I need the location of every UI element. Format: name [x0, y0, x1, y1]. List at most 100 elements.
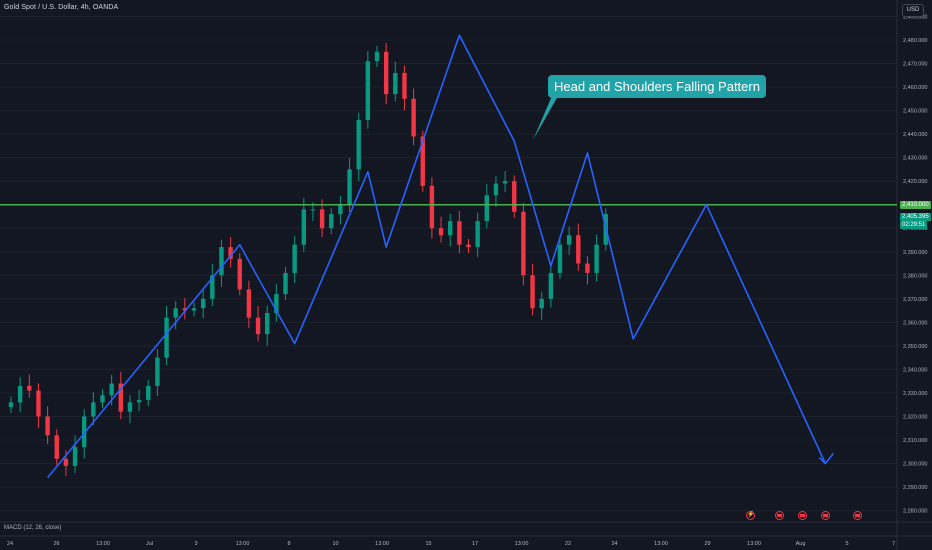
y-tick-label: 2,330.000: [903, 391, 927, 397]
y-tick-label: 2,380.000: [903, 273, 927, 279]
candle-body: [438, 228, 444, 236]
candle-body: [411, 98, 416, 137]
candle-body: [585, 263, 590, 273]
candle-body: [127, 402, 133, 412]
candle-body: [109, 383, 114, 396]
candle-body: [374, 51, 380, 62]
x-tick-label: 24: [7, 541, 13, 547]
y-tick-label: 2,420.000: [903, 179, 927, 185]
level-price-tag: 2,410.000: [900, 200, 931, 209]
x-tick-label: 8: [287, 541, 290, 547]
y-tick-label: 2,320.000: [903, 414, 927, 420]
y-tick-label: 2,470.000: [903, 62, 927, 68]
y-tick-label: 2,480.000: [903, 38, 927, 44]
candle-body: [228, 247, 233, 259]
candle-body: [383, 51, 389, 95]
candle-body: [118, 383, 123, 412]
candle-body: [448, 221, 453, 236]
x-tick-label: 29: [704, 541, 710, 547]
candle-body: [301, 209, 306, 245]
last-price-tag: 2,405.395: [900, 212, 931, 221]
candle-body: [283, 272, 288, 295]
y-tick-label: 2,400.000: [903, 226, 927, 232]
candle-body: [356, 120, 361, 170]
y-tick-label: 2,340.000: [903, 367, 927, 373]
candle-body: [521, 211, 526, 276]
x-tick-label: 13:00: [96, 541, 110, 547]
candle-body: [402, 72, 407, 99]
symbol-title: Gold Spot / U.S. Dollar, 4h, OANDA: [4, 4, 119, 11]
x-tick-label: 7: [892, 541, 895, 547]
y-tick-label: 2,290.000: [903, 485, 927, 491]
candle-body: [530, 275, 535, 309]
candle-body: [82, 416, 87, 448]
candle-body: [246, 289, 252, 318]
x-tick-label: 5: [846, 541, 849, 547]
event-flag-icon[interactable]: [798, 511, 807, 520]
candle-body: [365, 61, 371, 120]
candle-body: [210, 275, 215, 299]
candle-body: [72, 447, 78, 466]
candle-body: [484, 195, 489, 222]
y-tick-label: 2,300.000: [903, 462, 927, 468]
candle-body: [393, 72, 398, 95]
currency-button[interactable]: USD: [902, 4, 924, 17]
event-bolt-icon[interactable]: ⚡: [746, 511, 755, 520]
pattern-annotation[interactable]: Head and Shoulders Falling Pattern: [548, 75, 766, 98]
candle-body: [136, 400, 142, 403]
candle-body: [100, 395, 105, 403]
candle-body: [63, 458, 69, 466]
x-tick-label: 10: [332, 541, 338, 547]
candle-body: [310, 209, 316, 211]
arrow-head: [818, 453, 834, 465]
candle-body: [27, 385, 32, 391]
x-tick-label: 22: [565, 541, 571, 547]
y-tick-label: 2,390.000: [903, 250, 927, 256]
candle-body: [146, 385, 151, 400]
candle-body: [17, 385, 23, 403]
event-flag-icon[interactable]: [775, 511, 784, 520]
x-tick-label: 13:00: [654, 541, 668, 547]
y-tick-label: 2,310.000: [903, 438, 927, 444]
candle-body: [91, 402, 96, 417]
candle-body: [155, 357, 160, 386]
candle-body: [164, 317, 169, 358]
candle-body: [493, 183, 499, 196]
y-tick-label: 2,350.000: [903, 344, 927, 350]
macd-indicator-label[interactable]: MACD (12, 26, close): [4, 525, 62, 531]
candle-body: [429, 185, 435, 229]
candle-body: [420, 136, 425, 186]
y-tick-label: 2,370.000: [903, 297, 927, 303]
x-tick-label: Aug: [796, 541, 806, 547]
candle-body: [539, 298, 544, 309]
y-tick-label: 2,360.000: [903, 320, 927, 326]
x-tick-label: 13:00: [747, 541, 761, 547]
candle-body: [200, 298, 206, 309]
candle-body: [274, 294, 279, 313]
candle-body: [36, 390, 41, 417]
candle-body: [45, 416, 50, 436]
candle-body: [475, 221, 480, 248]
y-tick-label: 2,460.000: [903, 85, 927, 91]
x-tick-label: 13:00: [375, 541, 389, 547]
annotation-pointer: [533, 96, 558, 140]
x-tick-label: Jul: [146, 541, 153, 547]
candle-body: [237, 258, 242, 290]
x-tick-label: 26: [53, 541, 59, 547]
candle-body: [347, 169, 352, 205]
candle-body: [191, 308, 197, 311]
candle-body: [219, 247, 224, 276]
event-flag-icon[interactable]: [821, 511, 830, 520]
event-flag-icon[interactable]: [853, 511, 862, 520]
x-tick-label: 24: [611, 541, 617, 547]
x-tick-label: 13:00: [236, 541, 250, 547]
candle-body: [457, 221, 462, 245]
candle-body: [548, 272, 554, 299]
x-tick-label: 3: [194, 541, 197, 547]
x-tick-label: 15: [425, 541, 431, 547]
countdown-tag: 02:29:51: [900, 220, 928, 229]
candle-body: [8, 402, 14, 408]
candle-body: [338, 204, 343, 215]
